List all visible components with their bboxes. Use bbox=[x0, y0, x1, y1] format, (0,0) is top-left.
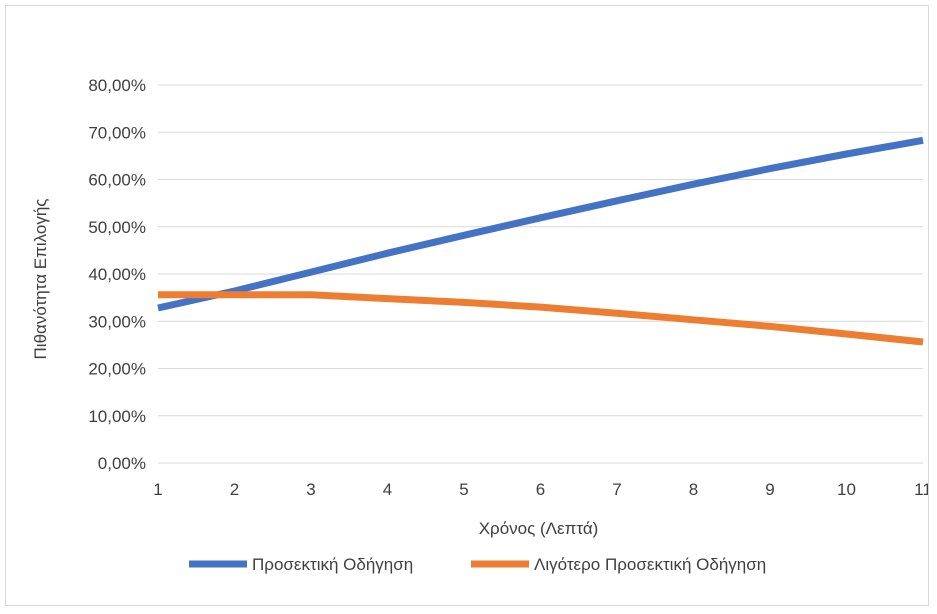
x-tick-label: 2 bbox=[230, 480, 239, 499]
x-tick-label: 1 bbox=[153, 480, 162, 499]
y-tick-label: 80,00% bbox=[88, 76, 146, 95]
x-tick-label: 4 bbox=[383, 480, 392, 499]
x-tick-label: 5 bbox=[459, 480, 468, 499]
y-axis-tick-labels: 0,00% 10,00% 20,00% 30,00% 40,00% 50,00% 60,00… bbox=[88, 76, 146, 473]
y-tick-label: 30,00% bbox=[88, 312, 146, 331]
x-tick-label: 3 bbox=[306, 480, 315, 499]
y-tick-label: 50,00% bbox=[88, 218, 146, 237]
series-line-1 bbox=[157, 136, 924, 312]
y-axis-title: Πιθανότητα Επιλογής bbox=[31, 199, 50, 360]
y-tick-label: 0,00% bbox=[98, 454, 146, 473]
x-tick-label: 11 bbox=[914, 480, 928, 499]
x-tick-label: 10 bbox=[837, 480, 856, 499]
y-tick-label: 40,00% bbox=[88, 265, 146, 284]
series-line-2 bbox=[158, 291, 924, 346]
y-tick-label: 20,00% bbox=[88, 360, 146, 379]
line-chart: 0,00% 10,00% 20,00% 30,00% 40,00% 50,00% 60,00… bbox=[31, 76, 932, 574]
x-tick-label: 9 bbox=[765, 480, 774, 499]
x-axis-tick-labels: 1 2 3 4 5 6 7 8 9 10 11 bbox=[153, 480, 932, 499]
gridlines bbox=[158, 84, 923, 464]
y-tick-label: 70,00% bbox=[88, 123, 146, 142]
series-lines bbox=[157, 136, 924, 346]
x-tick-label: 8 bbox=[689, 480, 698, 499]
legend: Προσεκτική Οδήγηση Λιγότερο Προσεκτική Οδ… bbox=[189, 555, 766, 574]
x-tick-label: 7 bbox=[612, 480, 621, 499]
legend-label-1: Προσεκτική Οδήγηση bbox=[252, 555, 413, 574]
chart-frame: 0,00% 10,00% 20,00% 30,00% 40,00% 50,00% 60,00… bbox=[5, 5, 932, 606]
y-tick-label: 60,00% bbox=[88, 171, 146, 190]
x-axis-title: Χρόνος (Λεπτά) bbox=[479, 519, 599, 538]
x-tick-label: 6 bbox=[536, 480, 545, 499]
legend-label-2: Λιγότερο Προσεκτική Οδήγηση bbox=[534, 555, 766, 574]
y-tick-label: 10,00% bbox=[88, 407, 146, 426]
